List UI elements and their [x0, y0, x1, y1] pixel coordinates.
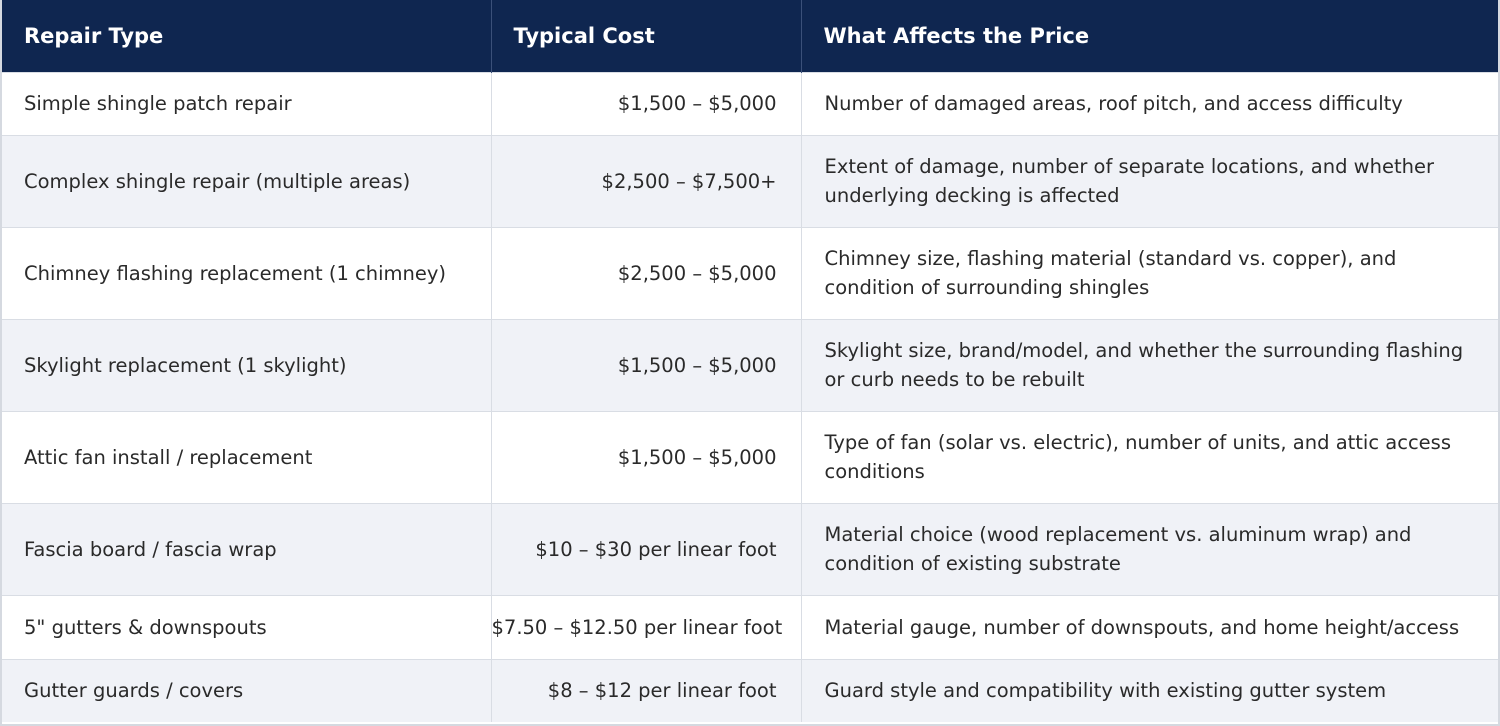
repair-type-cell: Fascia board / fascia wrap — [2, 502, 492, 595]
cost-cell: $1,500 – $5,000 — [491, 318, 802, 411]
table-row: Chimney flashing replacement (1 chimney)… — [2, 226, 1498, 319]
cost-cell: $2,500 – $7,500+ — [491, 134, 802, 227]
cost-cell: $10 – $30 per linear foot — [491, 502, 802, 595]
factors-cell: Number of damaged areas, roof pitch, and… — [801, 71, 1498, 135]
repair-type-cell: Attic fan install / replacement — [2, 410, 492, 503]
table-row: 5" gutters & downspouts $7.50 – $12.50 p… — [2, 594, 1498, 659]
repair-type-cell: Chimney flashing replacement (1 chimney) — [2, 226, 492, 319]
factors-cell: Material gauge, number of downspouts, an… — [801, 594, 1498, 659]
table-row: Gutter guards / covers $8 – $12 per line… — [2, 658, 1498, 722]
table-row: Simple shingle patch repair $1,500 – $5,… — [2, 71, 1498, 135]
repair-type-cell: 5" gutters & downspouts — [2, 594, 492, 659]
table-row: Attic fan install / replacement $1,500 –… — [2, 410, 1498, 503]
factors-cell: Skylight size, brand/model, and whether … — [801, 318, 1498, 411]
header-row: Repair Type Typical Cost What Affects th… — [2, 0, 1498, 72]
table-row: Complex shingle repair (multiple areas) … — [2, 134, 1498, 227]
cost-cell: $7.50 – $12.50 per linear foot — [491, 594, 802, 659]
cost-cell: $2,500 – $5,000 — [491, 226, 802, 319]
cost-cell: $8 – $12 per linear foot — [491, 658, 802, 722]
repair-type-cell: Complex shingle repair (multiple areas) — [2, 134, 492, 227]
table-body: Simple shingle patch repair $1,500 – $5,… — [2, 71, 1498, 722]
repair-type-cell: Gutter guards / covers — [2, 658, 492, 722]
factors-cell: Chimney size, flashing material (standar… — [801, 226, 1498, 319]
factors-cell: Guard style and compatibility with exist… — [801, 658, 1498, 722]
header-price-factors: What Affects the Price — [823, 23, 1090, 48]
factors-cell: Type of fan (solar vs. electric), number… — [801, 410, 1498, 503]
table-row: Fascia board / fascia wrap $10 – $30 per… — [2, 502, 1498, 595]
cost-cell: $1,500 – $5,000 — [491, 71, 802, 135]
table-row: Skylight replacement (1 skylight) $1,500… — [2, 318, 1498, 411]
table-header: Repair Type Typical Cost What Affects th… — [2, 0, 1498, 72]
cost-cell: $1,500 – $5,000 — [491, 410, 802, 503]
header-repair-type: Repair Type — [2, 0, 492, 72]
factors-cell: Material choice (wood replacement vs. al… — [801, 502, 1498, 595]
repair-type-cell: Skylight replacement (1 skylight) — [2, 318, 492, 411]
repair-type-cell: Simple shingle patch repair — [2, 71, 492, 135]
factors-cell: Extent of damage, number of separate loc… — [801, 134, 1498, 227]
header-typical-cost: Typical Cost — [491, 0, 802, 72]
